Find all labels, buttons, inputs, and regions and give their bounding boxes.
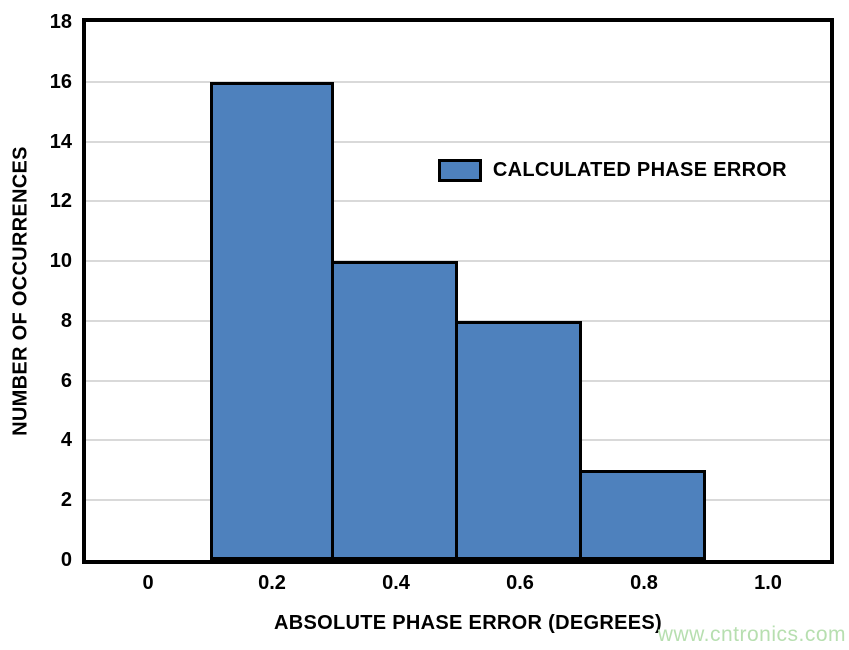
- y-tick-label: 0: [60, 549, 72, 571]
- x-axis-tick-labels: 0 0.2 0.4 0.6 0.8 1.0: [86, 573, 830, 597]
- x-tick-label: 0.8: [630, 572, 658, 594]
- x-tick-label: 1.0: [754, 572, 782, 594]
- legend-swatch: [437, 158, 482, 182]
- y-axis-tick-labels: 0 2 4 6 8 10 12 14 16 18: [0, 12, 72, 570]
- y-tick-label: 6: [60, 369, 72, 392]
- histogram-bar: [455, 320, 582, 560]
- histogram-bar: [209, 81, 334, 560]
- y-tick-label: 8: [60, 309, 72, 332]
- gridline: [86, 140, 830, 143]
- gridline: [86, 200, 830, 203]
- x-tick-label: 0: [142, 572, 154, 594]
- x-axis-title: ABSOLUTE PHASE ERROR (DEGREES): [274, 612, 662, 634]
- histogram-bar: [330, 261, 458, 560]
- legend: CALCULATED PHASE ERROR: [437, 158, 787, 182]
- y-tick-label: 16: [49, 70, 72, 93]
- histogram-bar: [578, 470, 706, 560]
- plot-area: CALCULATED PHASE ERROR: [82, 18, 834, 564]
- y-tick-label: 18: [49, 11, 72, 33]
- watermark: www.cntronics.com: [657, 623, 846, 646]
- bars-layer: [86, 22, 830, 560]
- x-tick-label: 0.6: [506, 572, 534, 594]
- legend-label: CALCULATED PHASE ERROR: [492, 158, 787, 181]
- x-tick-label: 0.2: [258, 572, 286, 594]
- y-tick-label: 14: [49, 130, 72, 153]
- y-tick-label: 2: [60, 489, 72, 512]
- gridline: [86, 260, 830, 263]
- gridline: [86, 80, 830, 83]
- y-tick-label: 4: [60, 429, 72, 452]
- x-tick-label: 0.4: [382, 572, 410, 594]
- y-tick-label: 12: [49, 190, 72, 213]
- y-tick-label: 10: [49, 250, 72, 273]
